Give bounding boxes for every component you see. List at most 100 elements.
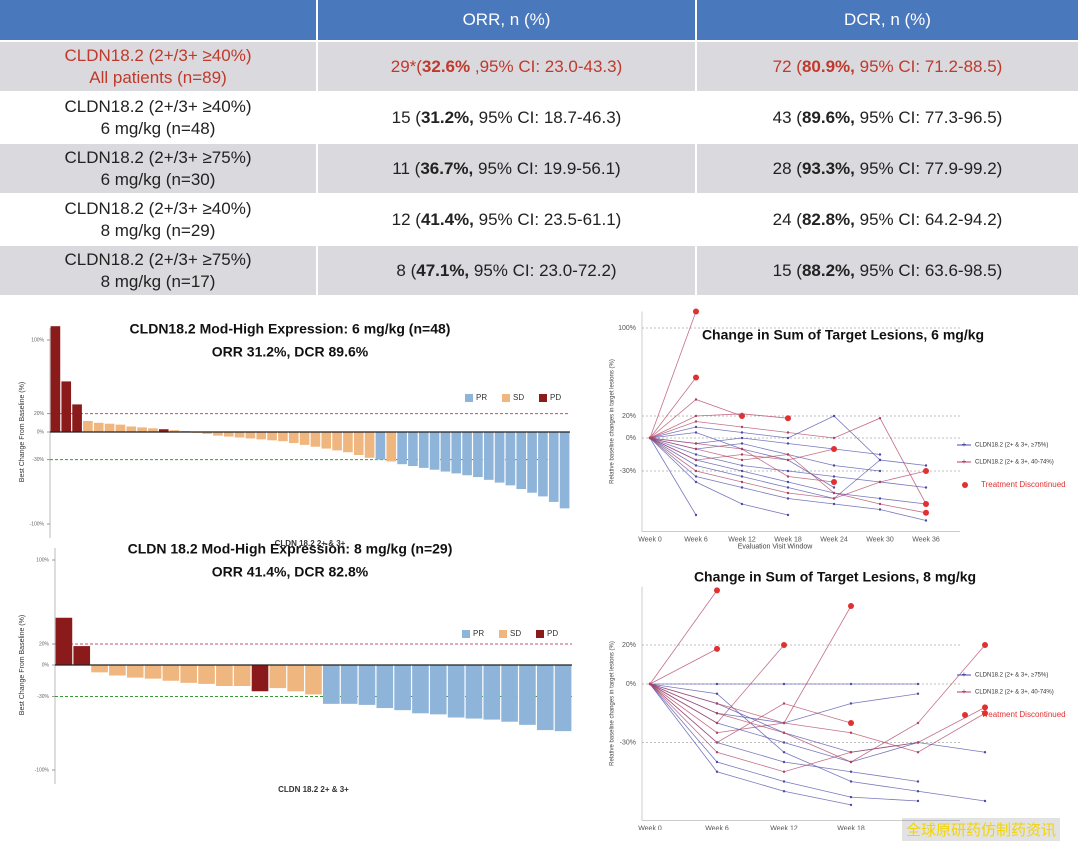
- visit-point: [782, 751, 786, 754]
- patient-line: [649, 437, 789, 516]
- text: 15 (: [391, 107, 421, 127]
- legend-label: SD: [510, 629, 521, 638]
- cell-text: 15 (88.2%, 95% CI: 63.6-98.5): [773, 260, 1003, 282]
- visit-point: [849, 682, 853, 686]
- dcr-cell: 24 (82.8%, 95% CI: 64.2-94.2): [697, 195, 1080, 244]
- bar: [429, 432, 440, 470]
- visit-point: [782, 702, 786, 705]
- legend-label: CLDN18.2 (2+ & 3+, ≥75%): [975, 673, 1048, 679]
- y-tick-label: 20%: [34, 411, 45, 417]
- bar: [198, 665, 215, 684]
- cell-text: 24 (82.8%, 95% CI: 64.2-94.2): [773, 209, 1003, 231]
- legend-label: Treatment Discontinued: [981, 710, 1066, 719]
- visit-point: [786, 497, 790, 500]
- watermark: 全球原研药仿制药资讯: [901, 818, 1060, 841]
- visit-point: [715, 770, 719, 773]
- y-tick-label: 100%: [36, 557, 49, 563]
- chart-title: Change in Sum of Target Lesions, 6 mg/kg: [702, 327, 984, 343]
- bar: [501, 665, 518, 722]
- discontinued-point: [831, 479, 837, 485]
- row-label-line: 8 mg/kg (n=17): [100, 271, 216, 291]
- legend-swatch: [539, 394, 547, 402]
- bar: [256, 432, 267, 440]
- bar: [162, 665, 180, 681]
- y-tick-label: 20%: [39, 641, 50, 647]
- visit-point: [916, 682, 920, 686]
- x-tick-label: Week 30: [866, 536, 894, 543]
- discontinued-point: [923, 501, 929, 507]
- bar: [505, 432, 516, 486]
- text: 95% CI: 19.9-56.1): [473, 158, 621, 178]
- bar: [115, 424, 126, 432]
- bar: [245, 432, 256, 439]
- text: 12 (: [391, 209, 421, 229]
- bar: [376, 665, 394, 709]
- bar: [251, 665, 269, 692]
- y-tick-label: -30%: [32, 457, 44, 463]
- visit-point: [832, 464, 836, 467]
- visit-point: [715, 741, 719, 744]
- visit-point: [924, 464, 928, 467]
- visit-point: [924, 519, 928, 522]
- bar: [169, 430, 180, 432]
- dcr-cell: 72 (80.9%, 95% CI: 71.2-88.5): [697, 42, 1080, 91]
- discontinued-point: [923, 468, 929, 474]
- bar: [353, 432, 364, 455]
- chart-title: Change in Sum of Target Lesions, 8 mg/kg: [694, 569, 976, 585]
- bold-text: 47.1%,: [416, 260, 470, 280]
- text: 95% CI: 63.6-98.5): [854, 260, 1003, 280]
- bar: [412, 665, 429, 714]
- discontinued-point: [739, 413, 745, 419]
- y-tick-label: 100%: [618, 325, 636, 332]
- visit-point: [648, 682, 652, 686]
- bar: [440, 432, 451, 472]
- bar: [386, 432, 397, 462]
- visit-point: [694, 398, 698, 401]
- results-table: ORR, n (%) DCR, n (%) CLDN18.2 (2+/3+ ≥40%…: [0, 0, 1080, 297]
- visit-point: [878, 502, 882, 506]
- bar: [267, 432, 277, 441]
- bar: [536, 665, 554, 731]
- discontinued-point: [848, 603, 854, 609]
- dcr-cell: 43 (89.6%, 95% CI: 77.3-96.5): [697, 93, 1080, 142]
- legend-label: PD: [547, 629, 558, 638]
- visit-point: [782, 682, 786, 686]
- discontinued-point: [982, 642, 988, 648]
- legend-label: PR: [476, 393, 487, 402]
- bar: [310, 432, 321, 447]
- discontinued-point: [848, 720, 854, 726]
- row-label-line: 8 mg/kg (n=29): [100, 220, 216, 240]
- visit-point: [916, 780, 920, 783]
- visit-point: [782, 790, 786, 793]
- orr-cell: 12 (41.4%, 95% CI: 23.5-61.1): [318, 195, 697, 244]
- table-row: CLDN18.2 (2+/3+ ≥75%) 8 mg/kg (n=17) 8 (47…: [0, 246, 1080, 297]
- row-label-line: CLDN18.2 (2+/3+ ≥40%): [64, 198, 252, 218]
- bar: [299, 432, 310, 445]
- visit-point: [916, 721, 920, 725]
- visit-point: [694, 431, 698, 434]
- bold-text: 41.4%,: [420, 209, 474, 229]
- discontinued-point: [714, 587, 720, 594]
- bar: [287, 665, 304, 692]
- legend-marker: +: [962, 687, 967, 696]
- bar: [55, 617, 73, 665]
- bar: [305, 665, 322, 695]
- bar: [91, 665, 108, 673]
- visit-point: [648, 436, 652, 440]
- legend-dot: [962, 482, 968, 488]
- bar: [216, 665, 233, 686]
- text: 95% CI: 64.2-94.2): [854, 209, 1003, 229]
- header-row: ORR, n (%) DCR, n (%): [0, 0, 1080, 42]
- patient-line: [649, 683, 986, 802]
- y-tick-label: 0%: [42, 662, 50, 668]
- y-tick-label: -30%: [37, 694, 49, 700]
- visit-point: [878, 480, 882, 484]
- y-tick-label: 0%: [626, 435, 636, 442]
- table-row: CLDN18.2 (2+/3+ ≥40%) 6 mg/kg (n=48) 15 (3…: [0, 93, 1080, 144]
- bold-text: 82.8%,: [801, 209, 855, 229]
- visit-point: [916, 741, 920, 744]
- x-tick-label: Week 24: [820, 536, 848, 543]
- bar: [408, 432, 418, 467]
- visit-point: [832, 491, 836, 495]
- visit-point: [715, 692, 719, 695]
